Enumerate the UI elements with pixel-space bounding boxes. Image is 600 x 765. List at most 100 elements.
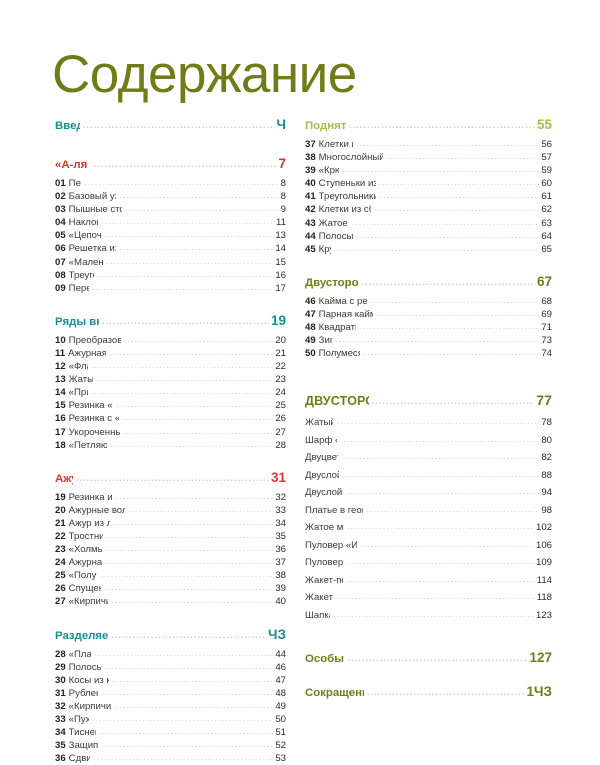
toc-section-page: 1ЧЗ <box>526 684 552 700</box>
toc-item[interactable]: 04Наклонный узор........................… <box>55 216 286 229</box>
toc-item[interactable]: 31Рубленые жгуты........................… <box>55 687 286 700</box>
toc-item[interactable]: 17Укороченные ряды без обкрутов.........… <box>55 426 286 439</box>
toc-item-page: 57 <box>541 152 552 164</box>
toc-item-page: 94 <box>541 487 552 499</box>
toc-item[interactable]: 08Треугольники..........................… <box>55 269 286 282</box>
toc-item[interactable]: Двуслойный топ..........................… <box>305 467 552 485</box>
toc-item-page: 74 <box>541 348 552 360</box>
toc-entry-intro[interactable]: Введение ...............................… <box>55 118 286 133</box>
toc-item-page: 63 <box>541 217 552 229</box>
leader-dots: ........................................… <box>363 347 540 358</box>
toc-item[interactable]: Жатый шарф..............................… <box>305 414 552 432</box>
toc-item[interactable]: 39«Крючки»..............................… <box>305 164 552 177</box>
toc-item[interactable]: Пуловер «Извилистый путь»...............… <box>305 537 552 555</box>
toc-item[interactable]: 24Ажурная резинка 2.....................… <box>55 556 286 569</box>
toc-item[interactable]: 01Петли.................................… <box>55 177 286 190</box>
toc-item[interactable]: Двуслойный жилет........................… <box>305 484 552 502</box>
toc-section-title: ДВУСТОРОННИЕ МОДЕЛИ <box>305 394 369 409</box>
toc-item[interactable]: 34Тисненый узор.........................… <box>55 726 286 739</box>
toc-item[interactable]: 25«Полунельсон».........................… <box>55 569 286 582</box>
toc-section-header[interactable]: Сокращения и определения ...............… <box>305 685 552 700</box>
spacer <box>305 671 552 685</box>
toc-item[interactable]: 48Квадраты и полосы.....................… <box>305 321 552 334</box>
toc-item-label: Ажурная резинка 2 <box>68 557 103 569</box>
toc-item[interactable]: Платье в геометрическом стиле...........… <box>305 502 552 520</box>
leader-dots: ........................................… <box>369 294 540 305</box>
toc-item[interactable]: 23«Холмы и долины»......................… <box>55 543 286 556</box>
toc-item[interactable]: Жатое мини-платье.......................… <box>305 519 552 537</box>
toc-item[interactable]: 13Жатые жгуты...........................… <box>55 373 286 386</box>
toc-item[interactable]: Шарф «Ветви»............................… <box>305 432 552 450</box>
toc-item[interactable]: 35Защипы и жгуты........................… <box>55 739 286 752</box>
toc-section-header[interactable]: Особые техники .........................… <box>305 651 552 666</box>
toc-item[interactable]: 12«Флажки»..............................… <box>55 360 286 373</box>
toc-item[interactable]: 33«Пуховик».............................… <box>55 713 286 726</box>
toc-item[interactable]: Пуловер «Иллюзия».......................… <box>305 554 552 572</box>
toc-item-label: Косы из круглого шнура <box>68 674 109 686</box>
toc-item[interactable]: 27«Кирпичи» без накидов.................… <box>55 595 286 608</box>
leader-dots: ........................................… <box>98 726 273 737</box>
toc-item-number: 31 <box>55 687 66 699</box>
toc-item[interactable]: 09Перекруты.............................… <box>55 282 286 295</box>
toc-item-page: 23 <box>275 374 286 386</box>
toc-item[interactable]: 50Полумесяцы и полосы...................… <box>305 347 552 360</box>
toc-item-page: 25 <box>275 400 286 412</box>
toc-section-header[interactable]: «А-ля крючок» ..........................… <box>55 157 286 172</box>
toc-item[interactable]: 45Круги.................................… <box>305 243 552 256</box>
toc-item-label: Жакет в точку <box>305 592 334 604</box>
toc-item[interactable]: 14«Прибой»..............................… <box>55 386 286 399</box>
toc-item-number: 27 <box>55 596 66 608</box>
toc-item[interactable]: 49Зигзаг................................… <box>305 334 552 347</box>
toc-section-header[interactable]: Ряды внутри рядов ......................… <box>55 313 286 329</box>
toc-item-label: «Цепочка дисков» <box>68 230 102 242</box>
toc-section-header[interactable]: Ажуры ..................................… <box>55 470 286 486</box>
toc-item-page: 8 <box>280 178 286 189</box>
toc-item[interactable]: Шапка 4 в 1.............................… <box>305 607 552 625</box>
toc-section-header[interactable]: ДВУСТОРОННИЕ МОДЕЛИ ....................… <box>305 393 552 409</box>
toc-item[interactable]: 07«Маленькие диски».....................… <box>55 256 286 269</box>
toc-item-label: Круги <box>318 243 331 255</box>
toc-item[interactable]: 10Преобразованная лицевая гладь.........… <box>55 334 286 347</box>
toc-item[interactable]: Жакет-перевертыш........................… <box>305 572 552 590</box>
leader-dots: ........................................… <box>104 229 274 240</box>
toc-item[interactable]: Двуцветный топ..........................… <box>305 449 552 467</box>
toc-item[interactable]: 26Спущенные петли.......................… <box>55 582 286 595</box>
leader-dots: ........................................… <box>346 486 540 497</box>
toc-section-header[interactable]: Двусторонний жаккард ...................… <box>305 274 552 290</box>
toc-section-header[interactable]: Разделяем и объединяем .................… <box>55 627 286 643</box>
toc-item[interactable]: 22Тростниковый ажур.....................… <box>55 530 286 543</box>
toc-item[interactable]: 18«Петляющая резинка»...................… <box>55 439 286 452</box>
leader-dots: ........................................… <box>336 591 535 602</box>
toc-item[interactable]: Жакет в точку...........................… <box>305 589 552 607</box>
toc-item[interactable]: 05«Цепочка дисков»......................… <box>55 229 286 242</box>
toc-item-page: 11 <box>276 217 286 229</box>
toc-item[interactable]: 32«Кирпичи и треугольники»..............… <box>55 700 286 713</box>
toc-item-number: 48 <box>305 322 316 334</box>
leader-dots: ........................................… <box>116 399 274 410</box>
toc-item[interactable]: 36Сдвиг 4 х 4...........................… <box>55 752 286 765</box>
toc-section-header[interactable]: Поднятые петли .........................… <box>305 118 552 133</box>
toc-item[interactable]: 28«Плавники»............................… <box>55 648 286 661</box>
leader-dots: ........................................… <box>111 595 274 606</box>
leader-dots: ........................................… <box>371 396 535 407</box>
